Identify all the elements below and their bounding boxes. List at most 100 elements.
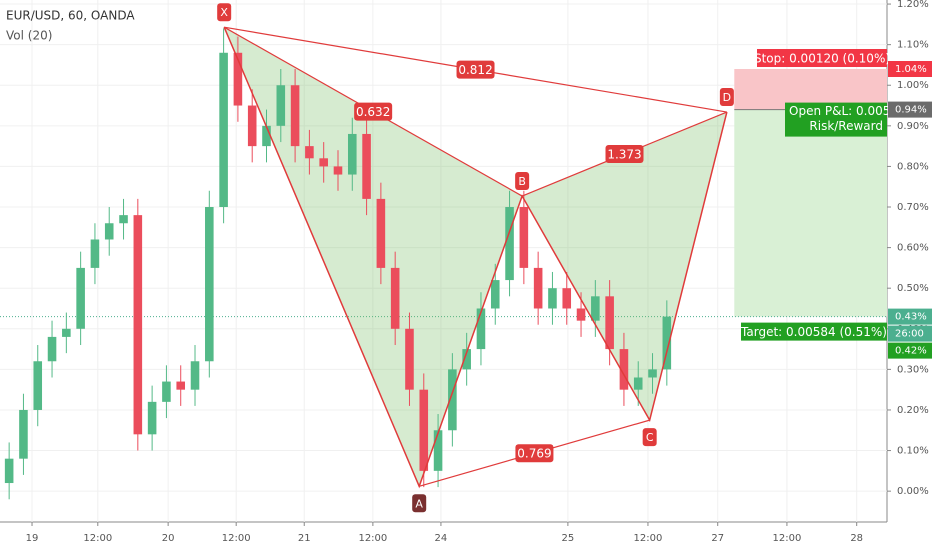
countdown-tag	[888, 325, 932, 342]
x-tick-label: 28	[850, 533, 863, 544]
y-tick-label: 0.60%	[897, 243, 929, 254]
x-tick-label: 27	[711, 533, 724, 544]
candle-body	[576, 308, 586, 321]
candle-body	[662, 316, 672, 370]
stop-label-box	[757, 49, 887, 68]
x-tick-label: 19	[26, 533, 39, 544]
point-label: D	[723, 91, 731, 104]
y-tick-label: 1.10%	[897, 40, 929, 51]
candle-body	[548, 288, 557, 309]
point-label: C	[646, 431, 654, 444]
ratio-box	[515, 444, 554, 463]
x-tick-label: 25	[562, 533, 575, 544]
candle-body	[533, 267, 543, 309]
x-tick-label: 12:00	[83, 533, 112, 544]
price-tag	[888, 61, 932, 78]
rr-label: Risk/Reward	[809, 119, 883, 133]
x-tick-label: 12:00	[358, 533, 387, 544]
point-label: B	[518, 175, 526, 188]
candle-body	[605, 296, 614, 350]
candle-body	[90, 239, 100, 268]
candle-body	[19, 409, 28, 459]
volume-title: Vol (20)	[6, 29, 52, 43]
candle-body	[133, 215, 143, 435]
symbol-title: EUR/USD, 60, OANDA	[6, 9, 135, 23]
countdown-label: 26:00	[895, 329, 924, 340]
candle-body	[104, 223, 114, 240]
price-tag	[888, 342, 932, 359]
price-tag-label: 0.43%	[895, 312, 927, 323]
y-tick-label: 0.80%	[897, 161, 929, 172]
candle-body	[147, 401, 157, 435]
candle-body	[205, 207, 214, 362]
candle-body	[405, 328, 414, 390]
candle-body	[648, 369, 657, 378]
pattern-bcd	[522, 112, 727, 421]
price-tag	[888, 308, 932, 325]
candle-body	[76, 267, 85, 329]
candle-body	[362, 133, 371, 199]
y-tick-label: 0.10%	[897, 446, 929, 457]
candle-body	[562, 288, 572, 309]
price-tag-label: 0.42%	[895, 346, 927, 357]
target-label-box	[741, 322, 887, 341]
ratio-box	[354, 102, 393, 121]
candle-body	[62, 328, 71, 337]
candle-body	[476, 308, 486, 350]
ratio-label: 0.769	[517, 447, 551, 461]
price-tag-label: 0.94%	[895, 105, 927, 116]
candle-body	[390, 267, 400, 329]
ratio-box	[456, 60, 495, 79]
stop-label: Stop: 0.00120 (0.10%)	[754, 52, 890, 66]
point-box	[719, 88, 734, 107]
x-tick-label: 12:00	[222, 533, 251, 544]
price-tag	[888, 101, 932, 118]
x-tick-label: 12:00	[634, 533, 663, 544]
candle-body	[33, 361, 43, 410]
pnl-label: Open P&L: 0.0057	[789, 104, 898, 118]
point-label: X	[220, 6, 228, 19]
point-box	[515, 172, 530, 191]
candle-body	[4, 458, 14, 484]
point-box	[642, 428, 657, 447]
candle-body	[448, 369, 457, 431]
candle-body	[276, 85, 286, 126]
y-tick-label: 0.70%	[897, 202, 929, 213]
point-label: A	[415, 497, 423, 510]
candle-body	[419, 389, 429, 471]
candle-body	[262, 125, 271, 147]
candle-body	[333, 166, 343, 175]
candle-body	[591, 296, 600, 321]
candle-body	[219, 52, 228, 208]
candle-body	[347, 133, 357, 175]
ratio-label: 0.632	[356, 105, 390, 119]
y-tick-label: 0.50%	[897, 283, 929, 294]
candle-body	[619, 349, 629, 390]
point-box	[412, 494, 427, 513]
ratio-label: 1.373	[607, 148, 641, 162]
candle-body	[47, 336, 57, 362]
candle-body	[505, 207, 514, 281]
y-tick-label: 0.20%	[897, 405, 929, 416]
candle-body	[376, 198, 386, 268]
candle-body	[233, 52, 243, 106]
target-label: Target: 0.00584 (0.51%)	[740, 325, 887, 339]
y-tick-label: 1.00%	[897, 80, 929, 91]
y-tick-label: 0.00%	[897, 486, 929, 497]
x-tick-label: 24	[435, 533, 448, 544]
candle-body	[176, 381, 186, 390]
point-box	[217, 3, 232, 22]
y-tick-label: 0.90%	[897, 121, 929, 132]
x-tick-label: 21	[298, 533, 311, 544]
candle-body	[305, 146, 314, 159]
candle-body	[490, 280, 500, 309]
target-zone	[734, 109, 887, 317]
candle-body	[247, 105, 257, 147]
pnl-label-box	[785, 102, 887, 137]
plot: 0.632 0.812 1.373 0.769 X A B C D Stop: 0.00120 (…	[0, 0, 898, 522]
candle-body	[462, 349, 471, 370]
candle-body	[162, 381, 171, 402]
y-tick-label: 1.20%	[897, 0, 929, 10]
ratio-label: 0.812	[458, 63, 492, 77]
